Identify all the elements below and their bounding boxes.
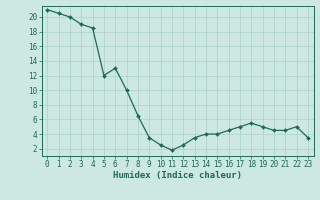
X-axis label: Humidex (Indice chaleur): Humidex (Indice chaleur) [113, 171, 242, 180]
